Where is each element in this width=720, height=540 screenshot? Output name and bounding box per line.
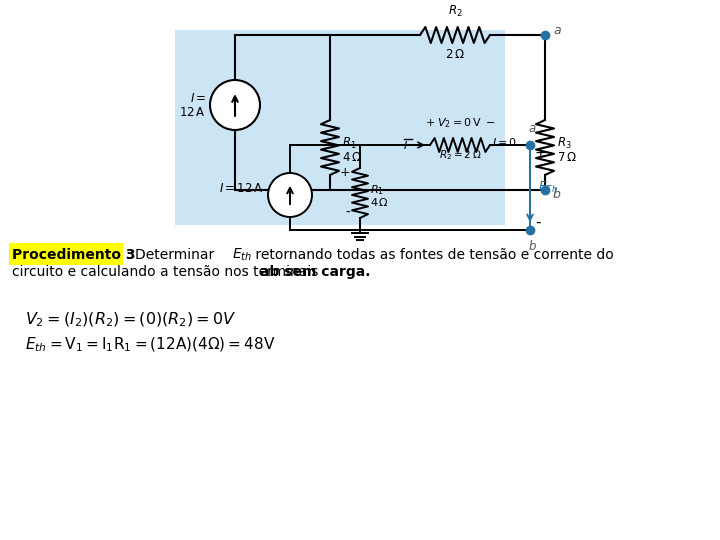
Text: $12\,\mathrm{A}$: $12\,\mathrm{A}$ (179, 105, 206, 118)
Text: $I$: $I$ (403, 139, 408, 151)
Text: $4\,\Omega$: $4\,\Omega$ (342, 151, 362, 164)
Circle shape (210, 80, 260, 130)
Text: b: b (528, 240, 536, 253)
Text: $R_1$: $R_1$ (342, 136, 356, 151)
FancyBboxPatch shape (175, 30, 505, 225)
Text: a: a (528, 122, 536, 135)
Text: $7\,\Omega$: $7\,\Omega$ (557, 151, 577, 164)
Text: -: - (535, 214, 541, 230)
Text: $R_1$: $R_1$ (370, 183, 384, 197)
Text: $E_{th}= \mathrm{V}_1 = \mathrm{I}_1\mathrm{R}_1=(12\mathrm{A})(4\Omega)=48\math: $E_{th}= \mathrm{V}_1 = \mathrm{I}_1\mat… (25, 336, 275, 354)
Text: Procedimento 3: Procedimento 3 (12, 248, 135, 262)
Text: $E_{th}$: $E_{th}$ (232, 247, 252, 263)
Text: ab sem carga.: ab sem carga. (260, 265, 371, 279)
Text: $R_2$: $R_2$ (448, 4, 462, 19)
Text: circuito e calculando a tensão nos terminais: circuito e calculando a tensão nos termi… (12, 265, 323, 279)
Text: retornando todas as fontes de tensão e corrente do: retornando todas as fontes de tensão e c… (251, 248, 613, 262)
FancyBboxPatch shape (9, 243, 123, 265)
Text: $V_2 = (I_2)(R_2) = (0)(R_2) = 0V$: $V_2 = (I_2)(R_2) = (0)(R_2) = 0V$ (25, 311, 236, 329)
Text: b: b (553, 187, 561, 200)
Text: -: - (345, 206, 350, 220)
Text: $E_{Th}$: $E_{Th}$ (538, 180, 558, 195)
Text: +: + (339, 166, 350, 179)
Text: $I = 12\,\mathrm{A}$: $I = 12\,\mathrm{A}$ (220, 183, 264, 195)
Text: $R_2 = 2\,\Omega$: $R_2 = 2\,\Omega$ (438, 148, 481, 162)
Text: $I = 0$: $I = 0$ (492, 136, 517, 148)
Text: $I =$: $I =$ (189, 91, 206, 105)
Text: a: a (553, 24, 561, 37)
Text: $+\;V_2 = 0\,\mathrm{V}\;-$: $+\;V_2 = 0\,\mathrm{V}\;-$ (425, 116, 495, 130)
Text: : Determinar: : Determinar (126, 248, 219, 262)
Text: $2\,\Omega$: $2\,\Omega$ (445, 48, 465, 61)
Text: $R_3$: $R_3$ (557, 136, 572, 151)
Text: +: + (535, 146, 546, 160)
Text: $4\,\Omega$: $4\,\Omega$ (370, 196, 389, 208)
Circle shape (268, 173, 312, 217)
